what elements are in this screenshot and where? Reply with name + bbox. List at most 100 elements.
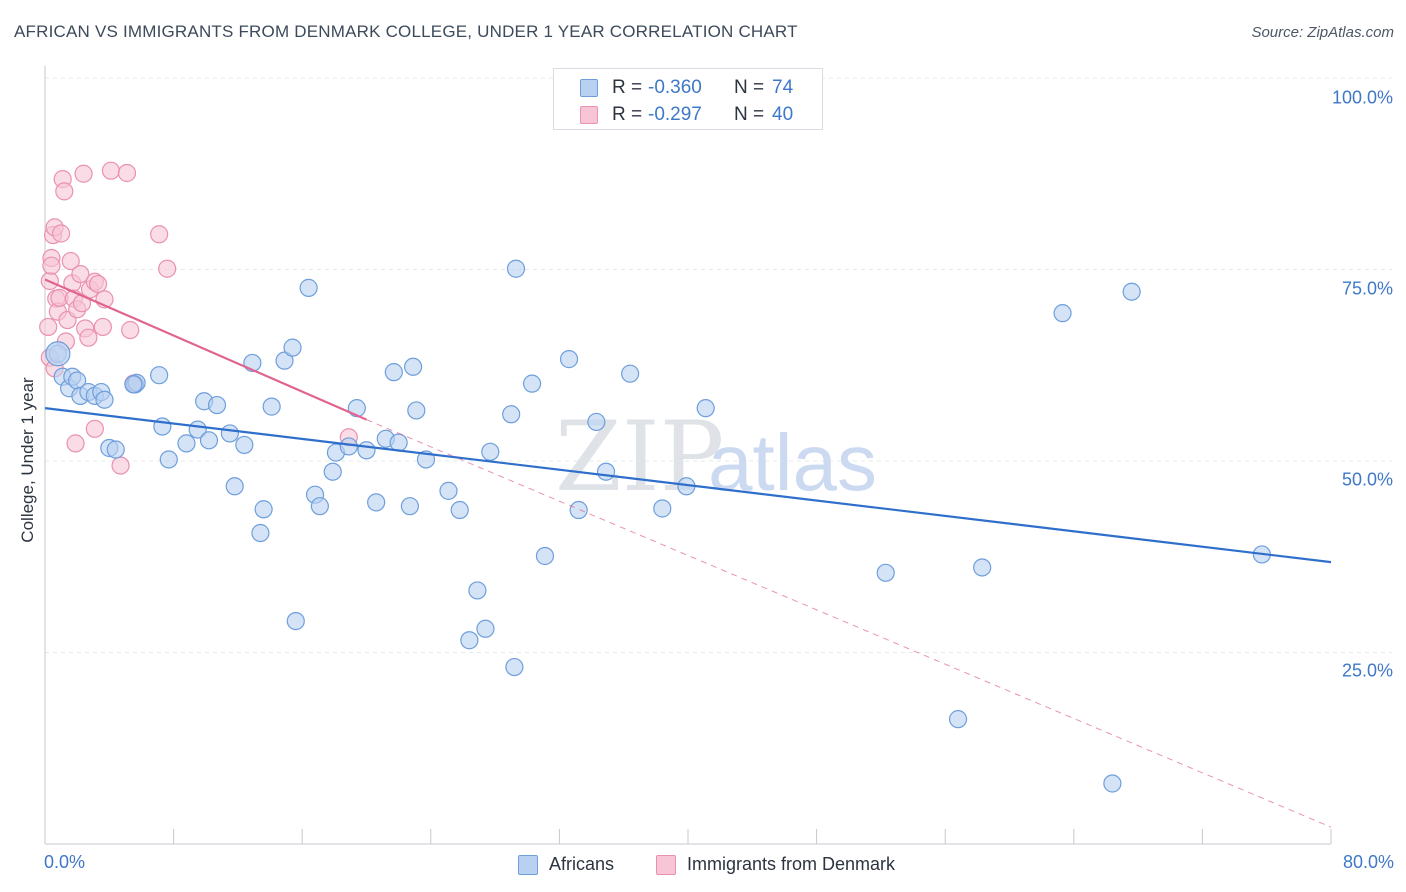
y-tick-label: 100.0% <box>1331 87 1393 108</box>
africans-point <box>106 440 125 459</box>
denmark-point <box>51 224 71 243</box>
denmark-point <box>150 225 169 244</box>
africans-trendline <box>44 407 1332 564</box>
denmark-point <box>88 274 108 294</box>
africans-point <box>323 462 342 481</box>
africans-point <box>522 374 542 393</box>
y-tick-label: 25.0% <box>1341 660 1393 681</box>
africans-point <box>95 390 114 409</box>
series-africans <box>45 259 1271 793</box>
africans-point <box>339 437 358 456</box>
watermark-zip: ZIP <box>555 401 724 513</box>
africans-point <box>275 351 294 370</box>
denmark-point <box>101 161 121 180</box>
y-tick-label: 75.0% <box>1341 278 1393 299</box>
denmark-point <box>85 419 104 438</box>
denmark-point <box>121 320 140 340</box>
denmark-point <box>158 259 177 278</box>
africans-point <box>404 357 423 376</box>
africans-point <box>876 563 895 582</box>
axes <box>44 66 1332 845</box>
africans-point <box>199 431 219 450</box>
n-value: 74 <box>772 77 794 98</box>
legend-label: Immigrants from Denmark <box>687 854 896 874</box>
africans-point <box>1053 304 1072 323</box>
africans-point <box>535 546 555 566</box>
africans-point <box>505 657 524 677</box>
trendlines <box>44 278 1332 828</box>
denmark-point <box>79 328 98 347</box>
africans-point <box>569 500 588 520</box>
africans-point <box>177 434 196 453</box>
africans-point <box>235 435 254 455</box>
africans-point <box>948 710 968 729</box>
africans-point <box>460 631 479 650</box>
n-value: 40 <box>772 104 794 125</box>
africans-point <box>254 500 273 519</box>
africans-point-large <box>45 341 71 367</box>
correlation-stats-box: R = -0.360 N = 74 R = -0.297 N = 40 <box>553 68 823 130</box>
denmark-point <box>66 434 85 453</box>
africans-swatch <box>580 79 598 97</box>
africans-point <box>283 338 302 357</box>
africans-point <box>159 450 178 469</box>
africans-point <box>653 499 672 518</box>
africans-point <box>220 424 239 443</box>
denmark-point <box>71 264 90 284</box>
africans-point <box>262 397 281 416</box>
africans-point <box>502 405 521 424</box>
africans-point <box>596 462 616 481</box>
africans-point <box>1103 774 1122 793</box>
denmark-trendline-extension <box>366 419 1332 828</box>
africans-point <box>347 399 366 418</box>
denmark-point <box>39 317 58 337</box>
n-label: N = <box>734 104 765 125</box>
y-axis-label: College, Under 1 year <box>18 377 37 543</box>
africans-point <box>476 619 495 638</box>
africans-point <box>407 401 426 420</box>
africans-point <box>150 366 169 385</box>
denmark-point <box>111 456 130 475</box>
africans-legend-swatch <box>518 855 538 875</box>
denmark-legend-swatch <box>656 855 676 875</box>
chart-title: AFRICAN VS IMMIGRANTS FROM DENMARK COLLE… <box>14 22 798 41</box>
watermark-atlas: atlas <box>708 418 877 507</box>
source-credit: Source: ZipAtlas.com <box>1251 24 1394 41</box>
africans-point <box>225 477 244 496</box>
watermark: ZIP atlas <box>555 401 877 513</box>
africans-point <box>389 433 408 452</box>
denmark-point <box>42 256 61 275</box>
n-label: N = <box>734 77 765 98</box>
africans-point <box>1122 282 1141 301</box>
denmark-swatch <box>580 106 598 124</box>
africans-point <box>357 441 376 460</box>
series-denmark <box>39 161 358 475</box>
africans-point <box>384 363 403 382</box>
africans-point <box>400 497 420 516</box>
y-tick-label: 50.0% <box>1341 469 1393 490</box>
denmark-point <box>93 317 112 337</box>
denmark-point <box>55 182 74 201</box>
x-tick-label: 80.0% <box>1342 852 1394 872</box>
denmark-point <box>117 163 137 183</box>
africans-point <box>621 364 640 383</box>
r-label: R = <box>612 104 643 125</box>
legend: Africans Immigrants from Denmark <box>0 853 1406 877</box>
africans-point <box>973 558 992 577</box>
africans-point <box>468 581 487 600</box>
denmark-point <box>61 251 80 271</box>
africans-point <box>559 350 579 369</box>
gridlines <box>45 77 1392 653</box>
stats-row-denmark: R = -0.297 N = 40 <box>554 102 822 128</box>
africans-point <box>367 493 386 512</box>
africans-point <box>124 375 143 394</box>
denmark-trendline <box>44 278 367 421</box>
africans-point <box>299 278 318 297</box>
r-value: -0.360 <box>648 77 702 98</box>
africans-point <box>439 481 458 500</box>
africans-point <box>450 500 469 520</box>
africans-point <box>310 497 329 516</box>
x-tick-label: 0.0% <box>44 852 86 872</box>
africans-point <box>587 412 606 432</box>
